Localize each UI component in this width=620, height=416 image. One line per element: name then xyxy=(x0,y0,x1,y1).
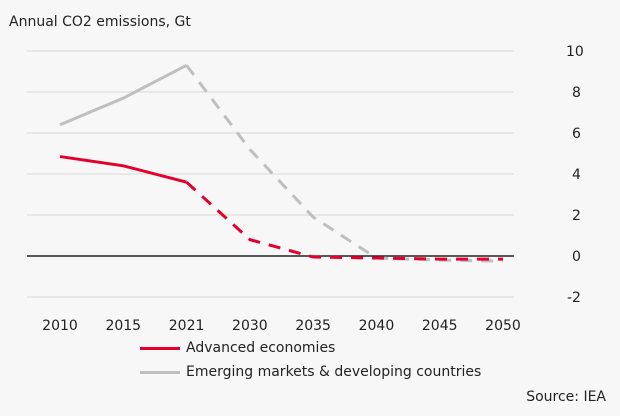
legend-swatch xyxy=(140,370,180,374)
x-tick-label: 2030 xyxy=(232,318,268,334)
legend-label: Emerging markets & developing countries xyxy=(186,364,482,380)
x-tick-label: 2035 xyxy=(295,318,331,334)
legend-item-advanced: Advanced economies xyxy=(140,340,335,356)
legend-label: Advanced economies xyxy=(186,340,336,356)
series-line-historical xyxy=(59,64,188,127)
x-tick-label: 2040 xyxy=(359,318,395,334)
source-note: Source: IEA xyxy=(526,389,606,405)
y-tick-label: 0 xyxy=(572,249,581,265)
y-tick-label: 6 xyxy=(572,126,581,142)
x-tick-label: 2010 xyxy=(42,318,78,334)
series-line-projection xyxy=(185,181,503,261)
y-tick-label: 10 xyxy=(566,44,584,60)
y-tick-label: -2 xyxy=(567,290,581,306)
series-line-projection xyxy=(185,64,504,263)
x-tick-label: 2045 xyxy=(422,318,458,334)
y-tick-label: 4 xyxy=(572,167,581,183)
legend-swatch xyxy=(140,346,180,350)
x-tick-label: 2050 xyxy=(485,318,521,334)
y-tick-label: 8 xyxy=(572,85,581,101)
y-tick-label: 2 xyxy=(572,208,581,224)
x-tick-label: 2021 xyxy=(169,318,205,334)
series-line-historical xyxy=(59,155,187,184)
x-tick-label: 2015 xyxy=(105,318,141,334)
chart-title: Annual CO2 emissions, Gt xyxy=(9,14,191,30)
legend-item-emerging: Emerging markets & developing countries xyxy=(140,364,481,380)
